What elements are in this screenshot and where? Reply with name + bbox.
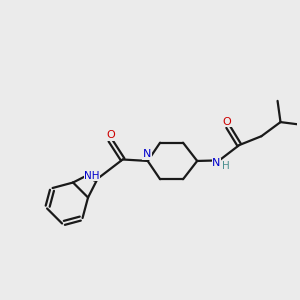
Text: O: O <box>106 130 115 140</box>
Text: O: O <box>222 116 231 127</box>
Text: N: N <box>143 149 151 160</box>
Text: H: H <box>222 161 230 171</box>
Text: N: N <box>212 158 220 168</box>
Text: NH: NH <box>84 171 100 181</box>
